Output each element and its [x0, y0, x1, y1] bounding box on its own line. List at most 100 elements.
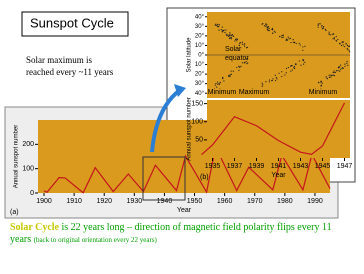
spot-dot [343, 46, 345, 48]
spot-dot [282, 36, 284, 38]
y-tick-label: 150 [191, 100, 203, 107]
arrow [150, 88, 182, 153]
spot-dot [217, 25, 219, 28]
spot-dot [238, 65, 240, 67]
spot-dot [230, 70, 232, 72]
spot-dot [271, 28, 273, 31]
spot-dot [286, 39, 288, 41]
spot-dot [234, 40, 236, 42]
spot-dot [216, 83, 219, 85]
spot-dot [267, 28, 269, 30]
spot-dot [321, 24, 323, 27]
spot-dot [268, 81, 270, 83]
spot-dot [340, 68, 342, 70]
spot-dot [268, 79, 271, 81]
spot-dot [348, 49, 350, 52]
spot-dot [346, 60, 348, 63]
spot-dot [218, 29, 220, 31]
spot-dot [272, 78, 274, 80]
spot-dot [285, 67, 288, 70]
spot-dot [332, 74, 334, 76]
spot-dot [339, 64, 342, 66]
spot-dot [244, 45, 246, 47]
spot-dot [281, 34, 283, 36]
spot-dot [247, 58, 249, 60]
phase-label: Minimum [309, 89, 338, 96]
spot-dot [341, 67, 344, 69]
spot-dot [243, 44, 245, 46]
spot-dot [322, 27, 325, 29]
y-tick-label: 100 [22, 166, 34, 173]
spot-dot [284, 74, 286, 76]
spot-dot [231, 34, 234, 36]
spot-dot [295, 63, 297, 65]
spot-dot [285, 39, 287, 41]
spot-dot [330, 76, 332, 78]
spot-dot [239, 42, 242, 44]
spot-dot [289, 37, 292, 40]
spot-dot [229, 33, 231, 35]
spot-dot [276, 78, 278, 80]
spot-dot [332, 38, 334, 40]
spot-dot [342, 44, 344, 46]
spot-dot [328, 74, 330, 76]
caption-small: (back to original orientation every 22 y… [33, 236, 157, 244]
spot-dot [265, 23, 267, 25]
spot-dot [294, 41, 296, 43]
sunspot-line [43, 144, 331, 194]
spot-dot [222, 78, 224, 80]
spot-dot [298, 60, 300, 62]
spot-dot [340, 44, 343, 47]
spot-dot [234, 38, 237, 40]
panel-label: (b) [200, 174, 209, 181]
spot-dot [302, 46, 304, 48]
y-axis-label: Annual sunspot number [187, 97, 193, 160]
spot-dot [333, 75, 336, 77]
equator-label: Solar [225, 46, 242, 53]
spot-dot [321, 28, 324, 30]
phase-label: Minimum [208, 89, 237, 96]
spot-dot [337, 69, 339, 72]
spot-dot [243, 43, 246, 45]
x-axis-label: Year [177, 207, 192, 214]
panel-label: (a) [10, 209, 19, 216]
x-tick-label: 1945 [315, 163, 331, 170]
spot-dot [293, 67, 295, 70]
spot-dot [323, 26, 325, 28]
x-tick-label: 1970 [247, 198, 263, 205]
y-tick-label: 10° [195, 43, 205, 49]
spot-dot [319, 23, 321, 25]
spot-dot [215, 82, 217, 85]
note: Solar maximum is [26, 55, 92, 65]
spot-dot [285, 38, 288, 40]
spot-dot [247, 62, 249, 64]
spot-dot [223, 80, 225, 82]
spot-dot [339, 70, 341, 72]
spot-dot [334, 71, 336, 73]
spot-dot [262, 23, 264, 25]
equator-label: equator [225, 55, 249, 62]
spot-dot [288, 38, 290, 40]
spot-dot [238, 69, 240, 71]
spot-dot [337, 66, 340, 68]
phase-label: Maximum [239, 89, 270, 96]
spot-dot [328, 33, 331, 35]
spot-dot [345, 43, 347, 45]
y-tick-label: 200 [22, 141, 34, 148]
spot-dot [268, 30, 270, 32]
spot-dot [214, 24, 216, 26]
spot-dot [292, 39, 294, 41]
spot-dot [287, 67, 290, 69]
spot-dot [241, 43, 243, 45]
x-axis-label: Year [271, 172, 286, 179]
x-tick-label: 1943 [293, 163, 309, 170]
title: Sunspot Cycle [30, 15, 114, 30]
spot-dot [218, 24, 221, 26]
spot-dot [349, 51, 351, 53]
spot-dot [230, 73, 233, 75]
spot-dot [335, 70, 338, 72]
spot-dot [215, 23, 217, 25]
y-tick-label: 100 [191, 119, 203, 126]
y-axis-label: Solar latitude [187, 37, 193, 73]
